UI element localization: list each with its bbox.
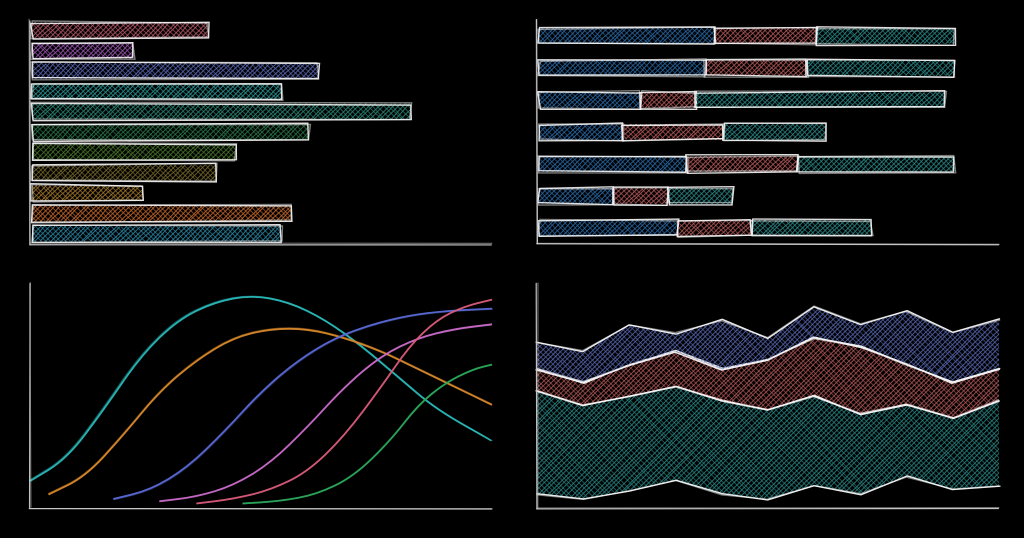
hbar-8 <box>10 184 156 202</box>
hbar-4 <box>10 102 426 120</box>
stacked-row-4-seg-0 <box>517 155 698 173</box>
hbar-2 <box>10 62 332 80</box>
stacked-row-1-seg-2 <box>775 59 966 77</box>
area-layer-2 <box>517 305 1009 383</box>
hbar-9 <box>10 204 306 222</box>
stacked-row-5-seg-0 <box>517 187 628 205</box>
stacked-row-0-seg-0 <box>517 27 728 45</box>
stacked-row-2-seg-2 <box>663 91 960 109</box>
hbar-3 <box>10 82 295 100</box>
line-series-0 <box>29 296 492 481</box>
horizontal-bar-chart <box>10 10 507 264</box>
line-series-2 <box>113 309 493 500</box>
stacked-row-6-seg-0 <box>517 219 694 237</box>
hbar-5 <box>10 123 322 141</box>
stacked-row-1-seg-0 <box>517 59 718 77</box>
hbar-7 <box>10 163 231 182</box>
line-chart <box>10 274 507 528</box>
stacked-bar-chart <box>517 10 1014 264</box>
hbar-6 <box>10 143 251 161</box>
hbar-10 <box>10 225 297 243</box>
stacked-area-chart <box>517 274 1014 528</box>
stacked-row-3-seg-0 <box>517 123 639 141</box>
hbar-0 <box>10 21 222 39</box>
line-series-1 <box>48 328 492 494</box>
